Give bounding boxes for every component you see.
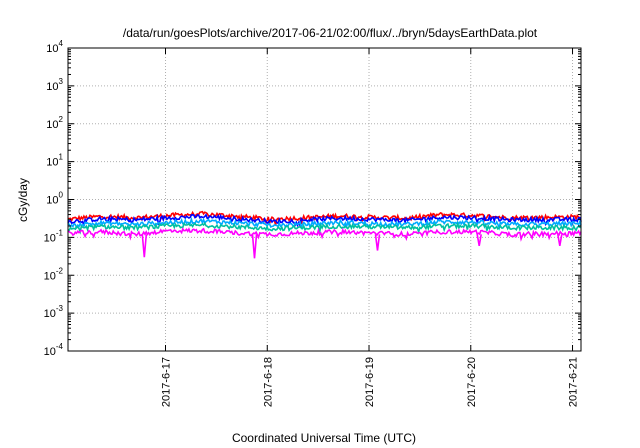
series-dip xyxy=(374,234,381,251)
y-tick-label: 103 xyxy=(46,77,63,93)
y-tick-label: 100 xyxy=(46,191,63,207)
y-tick-label: 10-4 xyxy=(44,342,64,358)
y-tick-label: 10-1 xyxy=(44,228,64,244)
series-line-3 xyxy=(67,221,582,235)
y-tick-label: 104 xyxy=(46,39,63,55)
series-layer xyxy=(67,210,582,259)
x-tick-label: 2017-6-18 xyxy=(262,357,274,407)
y-tick-label: 10-2 xyxy=(44,266,64,282)
grid xyxy=(68,48,581,351)
y-tick-label: 101 xyxy=(46,153,63,169)
y-axis-label: cGy/day xyxy=(16,178,30,222)
x-tick-label: 2017-6-17 xyxy=(161,357,173,407)
series-dip xyxy=(251,234,258,259)
y-axis-ticks: 10-4 10-3 10-2 10-1 100 101 102 103 104 xyxy=(44,39,581,358)
series-line-1 xyxy=(67,213,582,228)
series-dip xyxy=(557,234,563,246)
chart-title: /data/run/goesPlots/archive/2017-06-21/0… xyxy=(123,26,538,40)
x-axis-ticks: 2017-6-17 2017-6-18 2017-6-19 2017-6-20 2017… xyxy=(161,48,580,407)
y-tick-label: 102 xyxy=(46,115,63,131)
x-axis-label: Coordinated Universal Time (UTC) xyxy=(232,431,416,445)
series-line-4 xyxy=(67,227,582,242)
series-dip xyxy=(141,234,148,258)
series-dip xyxy=(476,234,482,246)
x-tick-label: 2017-6-21 xyxy=(568,357,580,407)
x-tick-label: 2017-6-19 xyxy=(364,357,376,407)
x-tick-label: 2017-6-20 xyxy=(466,357,478,407)
plot-frame xyxy=(67,47,582,352)
y-tick-label: 10-3 xyxy=(44,304,64,320)
series-line-2 xyxy=(67,216,582,231)
